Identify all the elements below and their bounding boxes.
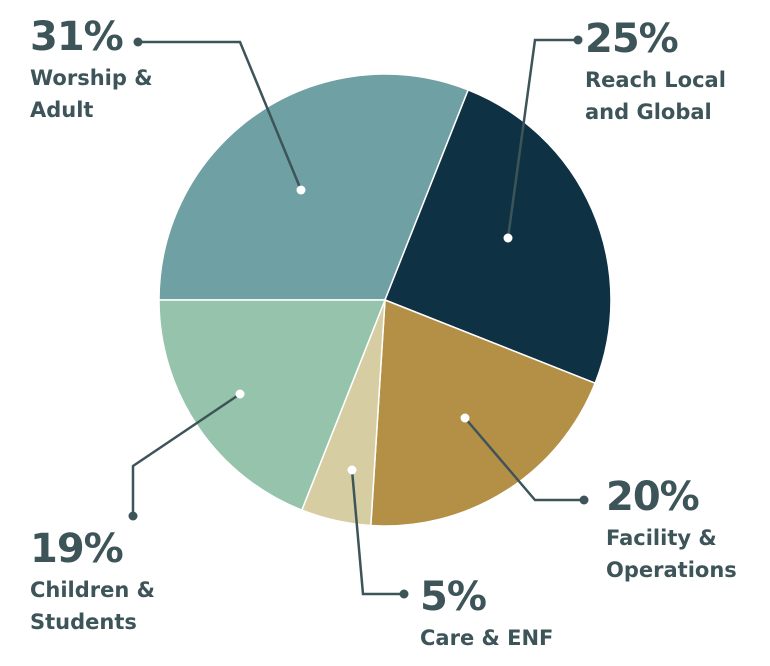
leader-line	[131, 392, 241, 516]
pie-slice	[158, 73, 470, 301]
value-label: 19%	[30, 526, 124, 572]
leader-end	[296, 185, 306, 195]
leader-line	[464, 417, 584, 502]
leader-dot	[128, 511, 138, 521]
value-label: 31%	[30, 14, 124, 60]
value-label: 25%	[585, 16, 679, 62]
category-label: Worship & Adult	[30, 66, 153, 122]
value-label: 20%	[606, 474, 700, 520]
leader-dot	[133, 37, 143, 47]
category-label: Care & ENF	[420, 626, 554, 650]
pie-slice	[158, 299, 387, 512]
value-label: 5%	[420, 574, 487, 620]
pie-slice	[384, 88, 612, 385]
leader-line	[138, 40, 303, 191]
leader-end	[347, 465, 357, 475]
pie-slice	[370, 298, 597, 527]
leader-dot	[573, 35, 583, 45]
leader-dot	[579, 495, 589, 505]
leader-end	[235, 389, 245, 399]
category-label: Reach Local and Global	[585, 68, 726, 124]
leader-end	[460, 413, 470, 423]
category-label: Facility & Operations	[606, 526, 737, 582]
category-label: Children & Students	[30, 578, 155, 634]
leader-dot	[399, 589, 409, 599]
leader-end	[503, 233, 513, 243]
leader-line	[350, 469, 404, 596]
leader-line	[506, 38, 578, 239]
